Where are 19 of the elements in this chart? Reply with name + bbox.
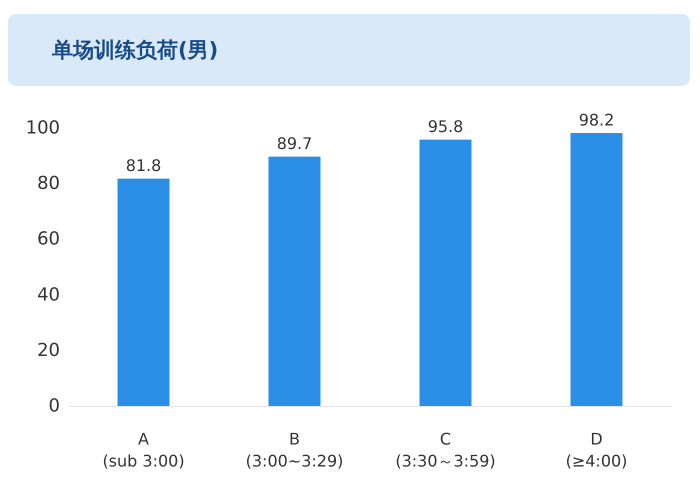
bar — [118, 178, 170, 406]
chart-title: 单场训练负荷(男) — [8, 14, 690, 86]
bar — [570, 133, 622, 406]
y-tick-label: 40 — [37, 284, 60, 306]
x-tick-label: B (3:00~3:29) — [246, 430, 344, 470]
y-tick-label: 20 — [37, 340, 60, 361]
y-tick-label: 0 — [48, 396, 60, 416]
y-tick-label: 60 — [37, 228, 60, 250]
y-tick-label: 100 — [26, 118, 60, 138]
x-tick-label: C (3:30～3:59) — [395, 430, 496, 470]
bar — [268, 156, 320, 406]
data-label: 81.8 — [126, 156, 162, 176]
x-tick-label: A (sub 3:00) — [102, 430, 185, 470]
data-label: 89.7 — [276, 134, 312, 154]
data-label: 95.8 — [428, 117, 464, 136]
x-tick-label: D (≥4:00) — [566, 430, 628, 470]
y-tick-label: 80 — [37, 173, 60, 194]
bar — [420, 140, 472, 406]
data-label: 98.2 — [578, 110, 614, 130]
